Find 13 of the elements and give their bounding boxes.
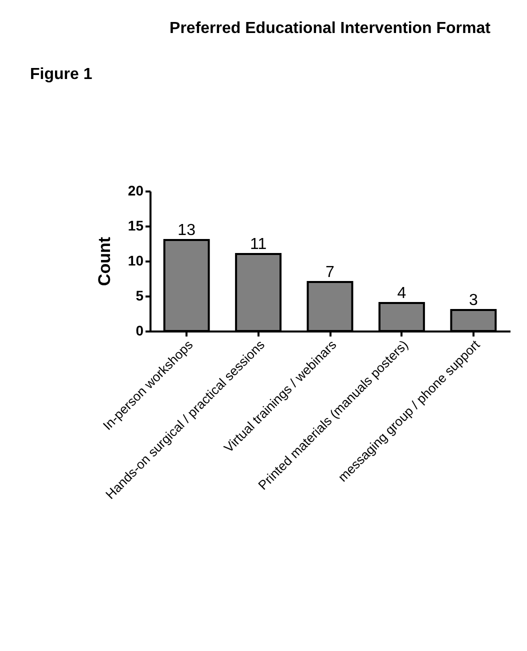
chart-title: Preferred Educational Intervention Format: [170, 20, 492, 37]
data-label: 13: [178, 222, 196, 239]
y-tick-label: 5: [136, 288, 144, 304]
data-label: 7: [326, 264, 335, 281]
y-tick-label: 15: [128, 218, 144, 234]
y-axis-title: Count: [94, 236, 114, 286]
y-tick-label: 10: [128, 252, 144, 268]
data-label: 3: [468, 292, 478, 309]
data-label: 11: [250, 236, 267, 253]
y-tick-label: 0: [136, 322, 144, 338]
caption: Figure 1: [30, 66, 92, 83]
data-label: 4: [397, 285, 406, 302]
y-tick-label: 20: [128, 182, 144, 198]
